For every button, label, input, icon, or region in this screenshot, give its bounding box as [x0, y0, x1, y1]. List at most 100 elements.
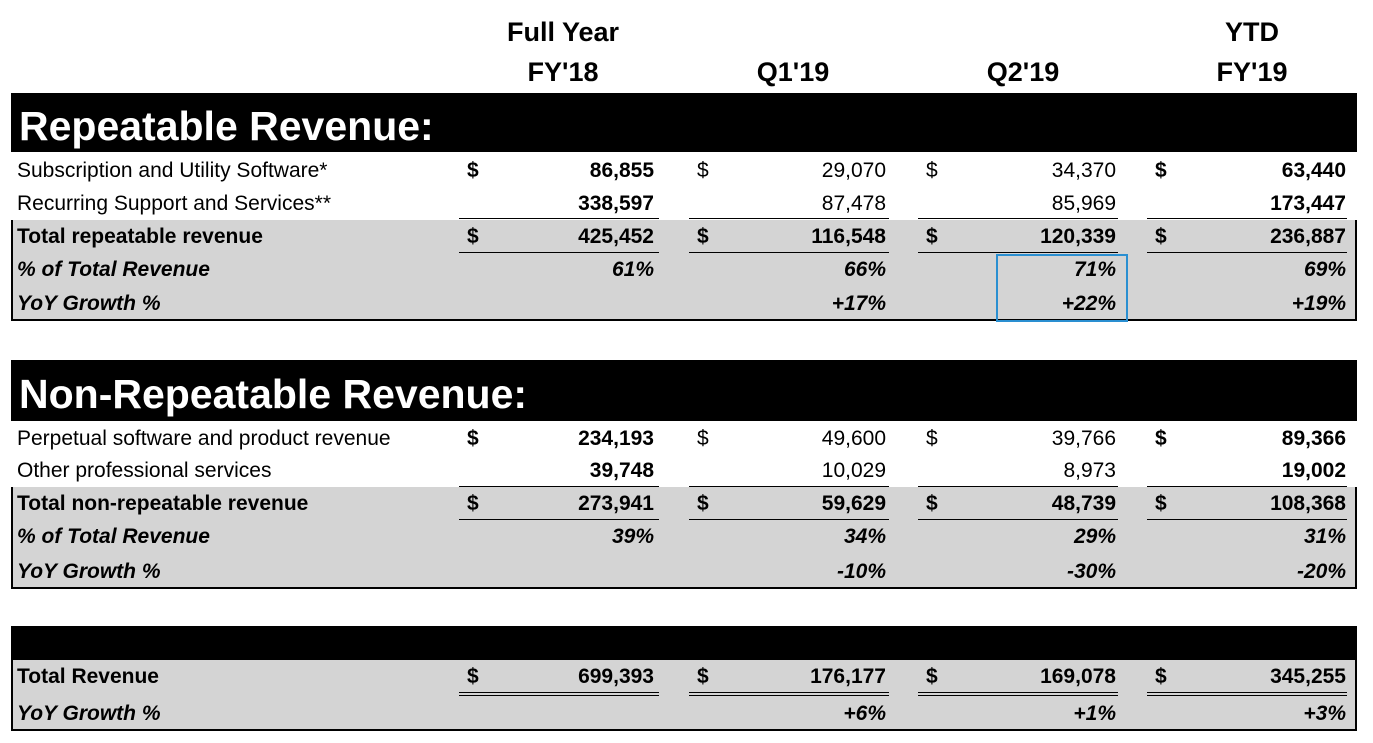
currency-symbol: $ [697, 225, 709, 248]
currency-symbol: $ [1155, 225, 1167, 248]
value-ytd[interactable]: 19,002 [1281, 459, 1346, 482]
currency-symbol: $ [926, 225, 938, 248]
row-label: % of Total Revenue [17, 525, 210, 548]
underline [918, 218, 1118, 219]
value-q2[interactable]: +1% [1073, 702, 1116, 725]
underline [459, 218, 659, 219]
value-q2[interactable]: +22% [1061, 292, 1116, 315]
underline [1147, 486, 1347, 487]
underline [1147, 218, 1347, 219]
double-underline [689, 692, 889, 696]
value-q1[interactable]: -10% [836, 560, 886, 583]
value-fy18[interactable]: 234,193 [578, 427, 654, 450]
value-q1[interactable]: 29,070 [821, 159, 886, 182]
currency-symbol: $ [697, 665, 709, 688]
value-q1[interactable]: 66% [843, 258, 886, 281]
double-underline [918, 692, 1118, 696]
value-q2[interactable]: 85,969 [1051, 192, 1116, 215]
value-q2[interactable]: 29% [1073, 525, 1116, 548]
value-q2[interactable]: 34,370 [1051, 159, 1116, 182]
currency-symbol: $ [1155, 159, 1167, 182]
value-ytd[interactable]: 173,447 [1270, 192, 1346, 215]
underline [689, 486, 889, 487]
currency-symbol: $ [926, 665, 938, 688]
value-q1[interactable]: 116,548 [811, 225, 886, 248]
value-ytd[interactable]: +3% [1303, 702, 1346, 725]
repeatable-section-title: Repeatable Revenue: [19, 103, 434, 149]
currency-symbol: $ [1155, 427, 1167, 450]
value-ytd[interactable]: 31% [1303, 525, 1346, 548]
value-q1[interactable]: 176,177 [810, 665, 886, 688]
row-pct-nonrepeatable: % of Total Revenue 39% 34% 29% 31% [11, 520, 1357, 555]
value-ytd[interactable]: +19% [1291, 292, 1346, 315]
value-q1[interactable]: 59,629 [821, 492, 886, 515]
row-label: Perpetual software and product revenue [17, 427, 391, 450]
value-q1[interactable]: 87,478 [821, 192, 886, 215]
value-fy18[interactable]: 86,855 [589, 159, 654, 182]
row-other-services: Other professional services 39,748 10,029 8… [11, 454, 1357, 487]
value-fy18[interactable]: 425,452 [578, 225, 654, 248]
value-fy18[interactable]: 699,393 [578, 665, 654, 688]
value-q2[interactable]: 48,739 [1051, 492, 1116, 515]
value-q1[interactable]: 49,600 [821, 427, 886, 450]
value-fy18[interactable]: 273,941 [578, 492, 654, 515]
row-total-revenue: Total Revenue $699,393 $176,177 $169,078 $34… [11, 660, 1357, 697]
value-ytd[interactable]: 89,366 [1281, 427, 1346, 450]
currency-symbol: $ [467, 427, 479, 450]
value-ytd[interactable]: 345,255 [1270, 665, 1346, 688]
row-pct-repeatable: % of Total Revenue 61% 66% 71% 69% [11, 253, 1357, 287]
underline [918, 519, 1118, 520]
value-q2[interactable]: -30% [1066, 560, 1116, 583]
value-ytd[interactable]: 236,887 [1270, 225, 1346, 248]
value-q2[interactable]: 71% [1073, 258, 1116, 281]
nonrepeatable-section-banner: Non-Repeatable Revenue: [11, 360, 1357, 421]
value-q1[interactable]: 10,029 [821, 459, 886, 482]
underline [689, 252, 889, 253]
row-label: Other professional services [17, 459, 272, 482]
currency-symbol: $ [467, 665, 479, 688]
value-ytd[interactable]: 108,368 [1270, 492, 1346, 515]
underline [459, 519, 659, 520]
value-q2[interactable]: 169,078 [1040, 665, 1116, 688]
value-q2[interactable]: 39,766 [1051, 427, 1116, 450]
underline [689, 519, 889, 520]
value-q2[interactable]: 120,339 [1040, 225, 1116, 248]
header-ytd-line2: FY'19 [1216, 57, 1288, 87]
row-label: Subscription and Utility Software* [17, 159, 328, 182]
nonrepeatable-section-title: Non-Repeatable Revenue: [19, 371, 528, 417]
value-fy18[interactable]: 39,748 [589, 459, 654, 482]
currency-symbol: $ [697, 159, 709, 182]
currency-symbol: $ [697, 427, 709, 450]
currency-symbol: $ [467, 159, 479, 182]
total-section-banner [11, 626, 1357, 660]
row-total-repeatable: Total repeatable revenue $425,452 $116,548… [11, 220, 1357, 253]
row-subscription: Subscription and Utility Software* $86,85… [11, 154, 1357, 187]
row-recurring: Recurring Support and Services** 338,597 8… [11, 187, 1357, 220]
currency-symbol: $ [1155, 492, 1167, 515]
value-q1[interactable]: +17% [831, 292, 886, 315]
underline [918, 486, 1118, 487]
underline [459, 252, 659, 253]
value-q1[interactable]: 34% [843, 525, 886, 548]
header-ytd-line1: YTD [1225, 17, 1279, 47]
row-label: Total non-repeatable revenue [17, 492, 309, 515]
row-yoy-nonrepeatable: YoY Growth % -10% -30% -20% [11, 555, 1357, 589]
header-q2: Q2'19 [986, 57, 1060, 87]
value-q2[interactable]: 8,973 [1063, 459, 1116, 482]
underline [1147, 252, 1347, 253]
value-ytd[interactable]: -20% [1296, 560, 1346, 583]
underline [689, 218, 889, 219]
value-q1[interactable]: +6% [843, 702, 886, 725]
value-fy18[interactable]: 338,597 [578, 192, 654, 215]
value-ytd[interactable]: 63,440 [1281, 159, 1346, 182]
value-ytd[interactable]: 69% [1303, 258, 1346, 281]
row-label: Recurring Support and Services** [17, 192, 331, 215]
value-fy18[interactable]: 61% [611, 258, 654, 281]
underline [1147, 519, 1347, 520]
currency-symbol: $ [926, 492, 938, 515]
repeatable-section-banner: Repeatable Revenue: [11, 93, 1357, 152]
value-fy18[interactable]: 39% [611, 525, 654, 548]
row-label: % of Total Revenue [17, 258, 210, 281]
row-perpetual: Perpetual software and product revenue $2… [11, 422, 1357, 455]
currency-symbol: $ [926, 427, 938, 450]
